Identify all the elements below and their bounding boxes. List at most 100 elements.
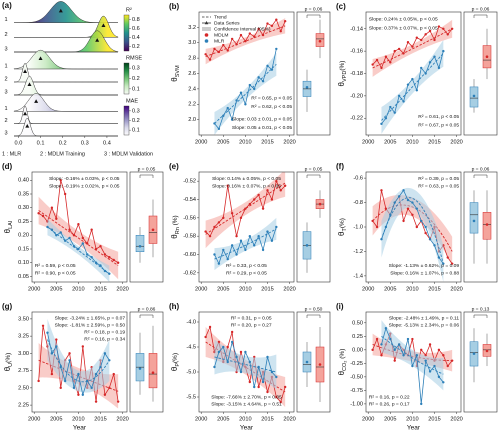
mean-marker [25, 123, 30, 128]
box-frame [296, 171, 331, 283]
x-tick-label: 2015 [261, 286, 273, 292]
y-tick-label: 0.20 [18, 233, 29, 239]
data-point [275, 47, 278, 51]
trend-line [372, 28, 453, 69]
data-point [428, 61, 432, 64]
data-point [244, 207, 247, 210]
data-point [37, 379, 40, 383]
data-point [442, 354, 445, 357]
colorbar [123, 14, 130, 52]
data-point [244, 103, 247, 106]
box-mean [151, 371, 155, 374]
data-point [217, 221, 221, 224]
data-point [283, 20, 287, 23]
panel-letter: (d) [2, 162, 13, 171]
x-tick-label: 2005 [217, 139, 229, 145]
data-point [411, 213, 414, 216]
data-point [208, 234, 212, 238]
data-point [50, 228, 54, 231]
row-label: 3 [4, 89, 7, 95]
data-point [50, 352, 54, 355]
box-mean [138, 244, 142, 248]
data-point [213, 253, 216, 256]
x-tick-label: 2015 [428, 416, 440, 422]
data-point [402, 52, 405, 55]
data-point [204, 53, 207, 56]
p-value: p = 0.86 [138, 306, 156, 312]
ridge [13, 93, 119, 112]
data-point [86, 379, 89, 383]
data-point [257, 365, 260, 369]
data-point [222, 345, 225, 349]
y-tick-label: 0.50 [352, 320, 363, 326]
data-point [222, 114, 225, 117]
y-tick-label: -0.58 [183, 234, 196, 240]
annotation: Slope: 0.03 ± 0.01, p < 0.05 [232, 116, 292, 122]
data-point [230, 330, 234, 334]
data-point [239, 91, 243, 94]
box-mean [138, 367, 142, 370]
data-point [222, 216, 225, 220]
box [469, 202, 479, 234]
plot [204, 325, 287, 407]
y-tick-label: 2.4 [188, 86, 196, 92]
data-point [253, 244, 256, 247]
data-point [415, 89, 419, 92]
data-point [235, 355, 238, 359]
y-tick-label: -0.16 [350, 49, 363, 55]
data-point [270, 68, 274, 71]
x-tick-label: 2010 [406, 286, 418, 292]
data-point [389, 105, 392, 109]
data-point [380, 343, 383, 346]
annotation: R² = 0.16, p = 0.34 [84, 336, 125, 342]
annotation: R² = 0.31, p = 0.05 [231, 315, 272, 321]
data-point [393, 49, 396, 53]
data-point [239, 33, 243, 37]
data-point [433, 244, 436, 247]
data-point [230, 37, 234, 41]
row-label: 1 [4, 63, 7, 69]
p-value: p = 0.06 [472, 166, 490, 172]
y-tick-label: -1.4 [353, 273, 363, 279]
confidence-band [372, 19, 453, 77]
data-point [90, 256, 93, 259]
box-mean [472, 219, 476, 223]
data-point [384, 225, 388, 229]
data-point [406, 40, 410, 44]
data-point [270, 24, 274, 28]
data-point [226, 360, 229, 364]
y-label-unit: (%) [339, 61, 346, 71]
data-point [86, 253, 89, 256]
annotation: R² = 0.29, p < 0.05 [226, 270, 267, 276]
data-point [94, 261, 98, 264]
ridge [13, 49, 118, 70]
data-point [222, 248, 225, 252]
data-point [375, 58, 379, 62]
y-axis-label: θLAI [3, 220, 14, 233]
plot-frame [198, 171, 295, 283]
annotation: Slope: 0.16% ± 1.07%, p = 0.88 [390, 270, 459, 276]
plot-frame [31, 171, 128, 283]
data-point [217, 350, 221, 354]
data-point [217, 262, 221, 265]
data-point [402, 354, 405, 357]
data-point [68, 359, 71, 362]
annotation: R² = 0.65, p < 0.05 [251, 95, 292, 101]
mean-marker [23, 111, 28, 116]
data-point [279, 400, 282, 404]
data-point [226, 106, 229, 110]
p-bracket [306, 174, 321, 178]
y-tick-label: -1.0 [353, 224, 363, 230]
annotation: R² = 0.16, p = 0.22 [369, 394, 410, 400]
box [135, 235, 145, 252]
data-point [411, 364, 414, 368]
plot [204, 172, 287, 271]
data-point [230, 244, 234, 247]
data-point [63, 239, 67, 242]
data-point [270, 198, 274, 201]
box-mean [485, 349, 489, 353]
x-tick-label: 0.2 [59, 140, 67, 146]
y-label-unit: (%) [339, 218, 346, 228]
box-frame [463, 11, 498, 136]
colorbar [123, 105, 130, 136]
